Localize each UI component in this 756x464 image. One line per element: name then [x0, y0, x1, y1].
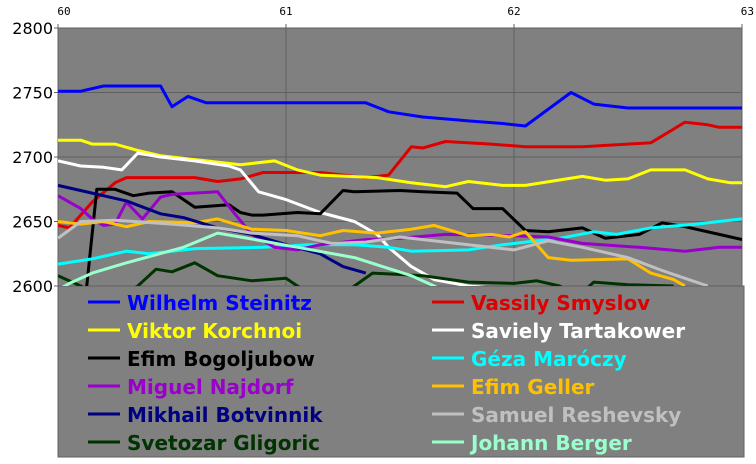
x-tick-label: 62 — [507, 5, 520, 18]
y-tick-label: 2700 — [12, 148, 53, 167]
legend-label: Samuel Reshevsky — [471, 403, 681, 427]
axes: 60 61 62 63 2800 2750 2700 2650 2600 — [12, 5, 754, 296]
x-tick-label: 63 — [741, 5, 754, 18]
series-line — [58, 84, 742, 128]
legend-item: Johann Berger — [432, 431, 632, 455]
legend-item: Efim Bogoljubow — [88, 347, 315, 371]
series-line — [58, 151, 487, 286]
legend-label: Géza Maróczy — [471, 347, 627, 371]
legend-label: Efim Bogoljubow — [127, 347, 315, 371]
legend-background — [57, 285, 745, 458]
legend-label: Johann Berger — [469, 431, 632, 455]
legend-item: Mikhail Botvinnik — [88, 403, 323, 427]
legend-item: Samuel Reshevsky — [432, 403, 681, 427]
legend-item: Viktor Korchnoi — [88, 319, 302, 343]
legend-item: Saviely Tartakower — [432, 319, 685, 343]
legend-label: Saviely Tartakower — [471, 319, 685, 343]
legend-label: Wilhelm Steinitz — [127, 291, 312, 315]
x-tick-label: 61 — [279, 5, 292, 18]
legend-label: Viktor Korchnoi — [127, 319, 302, 343]
series-line — [85, 187, 742, 286]
legend-label: Efim Geller — [471, 375, 595, 399]
series-lines — [58, 84, 742, 286]
y-tick-label: 2800 — [12, 19, 53, 38]
y-tick-label: 2750 — [12, 84, 53, 103]
legend-item: Wilhelm Steinitz — [88, 291, 312, 315]
legend-item: Vassily Smyslov — [432, 291, 650, 315]
legend-item: Géza Maróczy — [432, 347, 627, 371]
legend-label: Svetozar Gligoric — [127, 431, 320, 455]
legend-item: Miguel Najdorf — [88, 375, 294, 399]
series-line — [58, 217, 742, 266]
legend-item: Svetozar Gligoric — [88, 431, 320, 455]
legend-item: Efim Geller — [432, 375, 595, 399]
series-line — [58, 261, 674, 286]
legend: Wilhelm Steinitz Vassily Smyslov Viktor Ko… — [88, 291, 685, 455]
series-line — [58, 120, 742, 230]
y-tick-label: 2650 — [12, 213, 53, 232]
series-line — [61, 231, 438, 286]
legend-label: Miguel Najdorf — [127, 375, 294, 399]
series-line — [58, 138, 742, 189]
y-tick-label: 2600 — [12, 277, 53, 296]
legend-label: Mikhail Botvinnik — [127, 403, 323, 427]
series-line — [58, 218, 709, 286]
legend-label: Vassily Smyslov — [471, 291, 650, 315]
x-tick-label: 60 — [57, 5, 70, 18]
